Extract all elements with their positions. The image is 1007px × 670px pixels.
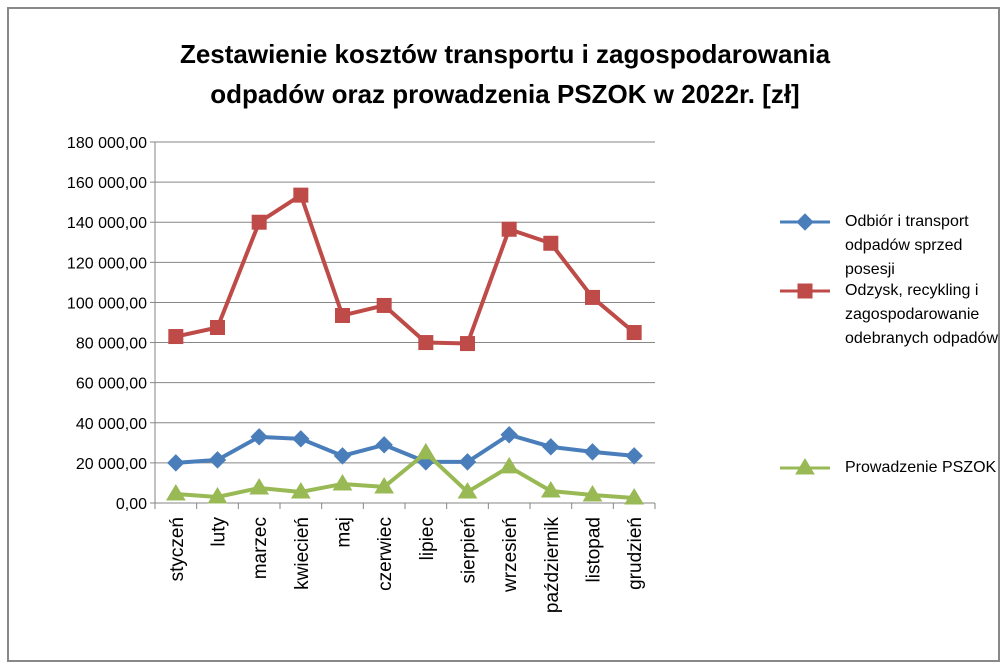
marker — [796, 213, 814, 231]
marker — [795, 458, 815, 475]
marker — [542, 438, 560, 456]
marker — [374, 476, 395, 494]
y-tick-label: 40 000,00 — [76, 416, 147, 433]
marker — [333, 447, 352, 465]
marker — [457, 481, 478, 499]
series-line — [175, 193, 636, 346]
marker — [332, 473, 353, 491]
x-tick-label: październik — [542, 517, 563, 614]
x-tick-label: kwiecień — [292, 517, 313, 590]
y-tick-label: 0,00 — [116, 496, 147, 513]
chart-title: Zestawienie kosztów transportu i zagospo… — [179, 39, 831, 109]
marker — [500, 426, 518, 444]
marker — [168, 329, 184, 345]
x-tick-label: wrzesień — [500, 517, 521, 593]
marker — [415, 442, 436, 460]
marker — [250, 428, 268, 446]
y-tick-label: 160 000,00 — [67, 175, 147, 192]
marker — [293, 187, 309, 203]
y-tick-label: 80 000,00 — [76, 336, 147, 353]
marker — [585, 289, 600, 305]
marker — [583, 443, 602, 461]
marker — [165, 484, 186, 501]
x-tick-label: czerwiec — [375, 517, 396, 591]
marker — [624, 488, 645, 505]
marker — [251, 214, 267, 230]
marker — [249, 477, 270, 495]
x-tick-label: listopad — [584, 517, 605, 583]
y-tick-label: 120 000,00 — [67, 255, 147, 272]
x-tick-label: marzec — [250, 517, 271, 579]
y-tick-label: 100 000,00 — [67, 295, 147, 312]
marker — [335, 307, 350, 323]
legend-label: Prowadzenie PSZOK — [845, 459, 997, 476]
marker — [376, 297, 392, 313]
marker — [625, 447, 643, 465]
marker — [210, 320, 225, 336]
series-line — [175, 450, 635, 500]
marker — [460, 336, 475, 352]
x-tick-label: lipiec — [417, 517, 438, 560]
marker — [207, 487, 228, 504]
marker — [418, 335, 434, 351]
marker — [375, 436, 393, 454]
x-tick-label: sierpień — [459, 517, 480, 584]
legend-label: Odzysk, recykling i zagospodarowanie ode… — [845, 282, 999, 347]
marker — [797, 283, 813, 299]
y-tick-label: 180 000,00 — [67, 135, 147, 152]
marker — [292, 430, 310, 448]
y-tick-label: 140 000,00 — [67, 215, 147, 232]
x-tick-label: grudzień — [625, 517, 646, 590]
x-tick-label: luty — [209, 517, 230, 547]
marker — [167, 454, 185, 472]
marker — [582, 485, 603, 502]
marker — [540, 480, 561, 498]
x-tick-label: maj — [334, 517, 355, 548]
marker — [543, 235, 559, 251]
marker — [499, 456, 520, 474]
marker — [626, 325, 642, 341]
marker — [208, 451, 227, 469]
marker — [290, 481, 311, 499]
x-tick-label: styczeń — [167, 517, 188, 581]
legend-label: Odbiór i transport odpadów sprzed posesj… — [845, 213, 969, 278]
marker — [501, 221, 517, 237]
marker — [458, 453, 477, 471]
y-tick-label: 60 000,00 — [76, 376, 147, 393]
y-tick-label: 20 000,00 — [76, 456, 147, 473]
